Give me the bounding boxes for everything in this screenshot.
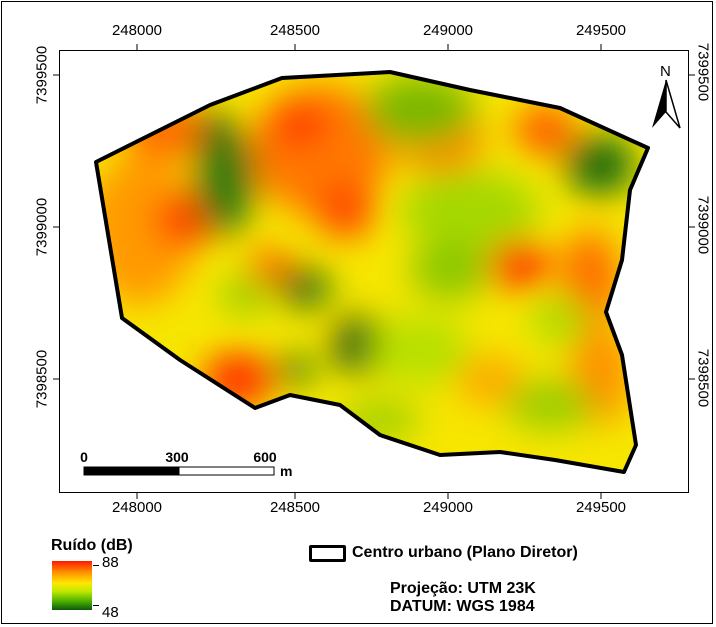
legend-tick-min (93, 605, 99, 606)
x-tick-top-249000: 249000 (422, 22, 474, 39)
noise-surface (96, 72, 648, 472)
north-arrow-icon (652, 79, 681, 129)
legend-color-ramp (52, 561, 92, 610)
x-tick-top-248000: 248000 (111, 22, 163, 39)
projection-text: Projeção: UTM 23K (390, 580, 536, 597)
x-tick-bottom-248500: 248500 (269, 499, 321, 516)
scale-label-0: 0 (80, 449, 88, 465)
scale-label-300: 300 (165, 449, 189, 465)
x-tick-top-249500: 249500 (575, 22, 627, 39)
boundary-legend-label: Centro urbano (Plano Diretor) (352, 544, 578, 561)
scale-label-600: 600 (253, 449, 277, 465)
legend-max-value: 88 (102, 554, 119, 571)
x-tick-bottom-248000: 248000 (111, 499, 163, 516)
boundary-legend-swatch (309, 545, 346, 562)
scale-unit: m (280, 463, 293, 479)
north-label: N (660, 63, 671, 80)
scale-bar (83, 466, 275, 476)
legend-tick-max (93, 565, 99, 566)
frame-ticks (53, 44, 695, 499)
x-tick-bottom-249000: 249000 (422, 499, 474, 516)
urban-center-boundary (94, 70, 650, 474)
legend-title: Ruído (dB) (51, 537, 133, 554)
x-tick-bottom-249500: 249500 (575, 499, 627, 516)
legend-min-value: 48 (102, 604, 119, 621)
datum-text: DATUM: WGS 1984 (390, 598, 535, 615)
x-tick-top-248500: 248500 (269, 22, 321, 39)
